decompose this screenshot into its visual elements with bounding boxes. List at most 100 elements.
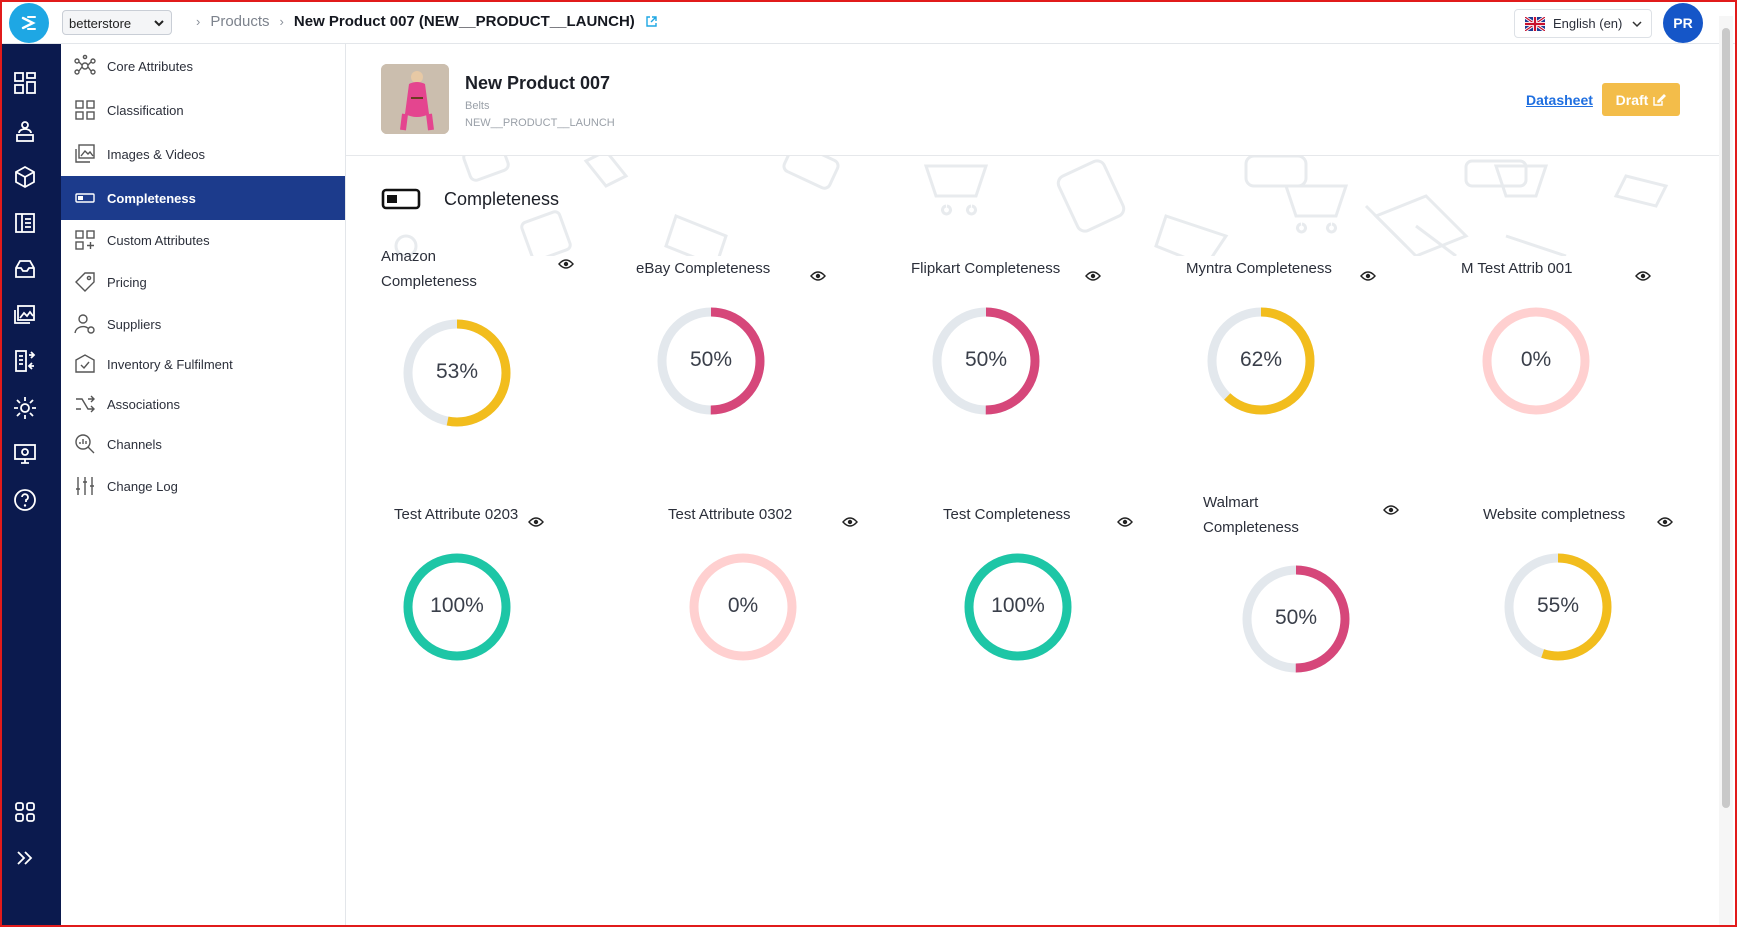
donut-progress-arc: [932, 307, 1040, 415]
menu-item-label: Classification: [107, 102, 184, 118]
completeness-percent-label: 55%: [1536, 594, 1580, 617]
dashboard-icon[interactable]: [12, 70, 38, 96]
completeness-card-title: Test Attribute 0302: [668, 506, 793, 523]
help-icon[interactable]: [12, 487, 38, 513]
external-link-icon[interactable]: [645, 15, 658, 28]
logo-icon: [21, 16, 36, 30]
completeness-card-title: Myntra Completeness: [1186, 260, 1332, 277]
channels-icon: [75, 434, 95, 454]
product-side-menu: Core Attributes Classification Images & …: [61, 44, 346, 927]
completeness-donut: [403, 319, 511, 427]
draft-status-button[interactable]: Draft: [1602, 83, 1680, 116]
chevron-right-icon: ›: [196, 14, 201, 29]
inbox-icon[interactable]: [12, 256, 38, 282]
main-content: New Product 007 Belts NEW__PRODUCT__LAUN…: [346, 44, 1719, 927]
breadcrumb-products[interactable]: Products: [210, 13, 270, 30]
product-thumbnail[interactable]: [381, 64, 449, 134]
users-icon[interactable]: [12, 118, 38, 144]
menu-item-inventory-fulfilment[interactable]: Inventory & Fulfilment: [61, 342, 345, 386]
completeness-card: Test Attribute 0203 100%: [394, 502, 594, 732]
eye-icon[interactable]: [1085, 270, 1101, 282]
donut-progress-arc: [657, 307, 765, 415]
completeness-card-title: Amazon Completeness: [381, 248, 477, 290]
breadcrumb: › Products › New Product 007 (NEW__PRODU…: [196, 13, 658, 30]
completeness-card: M Test Attrib 001 0%: [1461, 256, 1661, 486]
eye-icon[interactable]: [1117, 516, 1133, 528]
completeness-card-title: Test Attribute 0203: [394, 506, 519, 523]
menu-item-label: Custom Attributes: [107, 232, 210, 248]
menu-item-label: Completeness: [107, 190, 196, 206]
completeness-card: Website completness 55%: [1483, 502, 1683, 732]
menu-item-custom-attributes[interactable]: Custom Attributes: [61, 218, 345, 262]
menu-item-images-videos[interactable]: Images & Videos: [61, 132, 345, 176]
completeness-donut: [403, 553, 511, 661]
decorative-banner: [394, 156, 1669, 256]
app-logo[interactable]: [9, 3, 49, 43]
changelog-icon: [76, 477, 94, 495]
catalog-icon[interactable]: [12, 210, 38, 236]
grid-icon: [75, 100, 95, 120]
completeness-donut: [1504, 553, 1612, 661]
store-select[interactable]: betterstore: [62, 10, 172, 35]
eye-icon[interactable]: [558, 258, 574, 270]
menu-item-completeness[interactable]: Completeness: [61, 176, 345, 220]
menu-item-label: Images & Videos: [107, 146, 206, 162]
eye-icon[interactable]: [1360, 270, 1376, 282]
menu-item-change-log[interactable]: Change Log: [61, 464, 345, 508]
donut-progress-arc: [964, 553, 1072, 661]
donut-progress-arc: [1242, 565, 1350, 673]
menu-item-channels[interactable]: Channels: [61, 422, 345, 466]
eye-icon[interactable]: [1635, 270, 1651, 282]
uk-flag-icon: [1525, 16, 1545, 31]
product-box-icon[interactable]: [12, 164, 38, 190]
completeness-donut: [964, 553, 1072, 661]
donut-progress-arc: [403, 553, 511, 661]
completeness-card-title: Website completness: [1483, 506, 1626, 523]
completeness-donut: [657, 307, 765, 415]
avatar[interactable]: PR: [1663, 3, 1703, 43]
menu-item-label: Core Attributes: [107, 58, 193, 74]
completeness-donut: [932, 307, 1040, 415]
apps-grid-icon[interactable]: [12, 799, 38, 825]
language-select[interactable]: English (en): [1514, 9, 1652, 38]
completeness-percent-label: 62%: [1239, 348, 1283, 371]
product-category: Belts: [465, 100, 490, 112]
breadcrumb-current: New Product 007 (NEW__PRODUCT__LAUNCH): [293, 13, 635, 30]
completeness-percent-label: 50%: [964, 348, 1008, 371]
monitor-settings-icon[interactable]: [12, 441, 38, 467]
menu-item-label: Suppliers: [107, 316, 162, 332]
product-code: NEW__PRODUCT__LAUNCH: [465, 117, 615, 129]
menu-item-classification[interactable]: Classification: [61, 88, 345, 132]
settings-gear-icon[interactable]: [12, 395, 38, 421]
donut-progress-arc: [1207, 307, 1315, 415]
progress-icon: [75, 193, 95, 203]
images-icon: [75, 144, 95, 163]
product-photo: [381, 64, 449, 134]
chevron-down-icon: [1632, 21, 1642, 28]
completeness-card: Walmart Completeness 50%: [1203, 490, 1403, 720]
completeness-card: Flipkart Completeness 50%: [911, 256, 1111, 486]
menu-item-core-attributes[interactable]: Core Attributes: [61, 44, 345, 88]
eye-icon[interactable]: [810, 270, 826, 282]
donut-track: [689, 553, 797, 661]
datasheet-link[interactable]: Datasheet: [1526, 92, 1593, 108]
eye-icon[interactable]: [1657, 516, 1673, 528]
media-icon[interactable]: [12, 302, 38, 328]
eye-icon[interactable]: [528, 516, 544, 528]
completeness-percent-label: 50%: [1274, 606, 1318, 629]
icon-rail: [0, 44, 61, 927]
expand-double-chevron-icon[interactable]: [12, 845, 38, 871]
eye-icon[interactable]: [842, 516, 858, 528]
completeness-card: eBay Completeness 50%: [636, 256, 836, 486]
menu-item-pricing[interactable]: Pricing: [61, 260, 345, 304]
menu-item-associations[interactable]: Associations: [61, 382, 345, 426]
completeness-percent-label: 0%: [1520, 348, 1552, 371]
completeness-donut: [1482, 307, 1590, 415]
completeness-card-title: Walmart Completeness: [1203, 494, 1299, 536]
completeness-card-title: Test Completeness: [943, 506, 1071, 523]
completeness-percent-label: 100%: [991, 594, 1045, 617]
menu-item-suppliers[interactable]: Suppliers: [61, 302, 345, 346]
scrollbar-thumb[interactable]: [1722, 28, 1730, 808]
eye-icon[interactable]: [1383, 504, 1399, 516]
import-export-icon[interactable]: [12, 348, 38, 374]
